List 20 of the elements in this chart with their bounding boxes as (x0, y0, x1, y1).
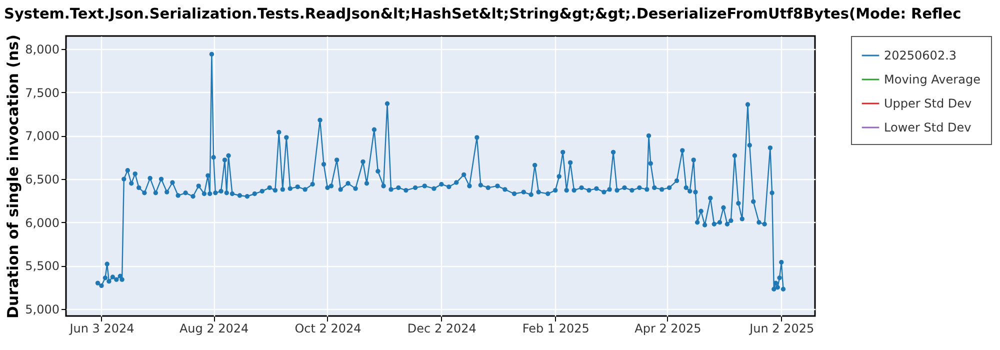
legend-label: Upper Std Dev (884, 96, 972, 110)
x-tick-label: Jun 2 2025 (748, 322, 814, 336)
x-tick-label: Apr 2 2025 (634, 322, 702, 336)
x-tick-label: Feb 1 2025 (522, 322, 590, 336)
y-tick-label: 8,000 (25, 42, 60, 57)
x-tick-label: Aug 2 2024 (179, 322, 249, 336)
legend-label: 20250602.3 (884, 48, 957, 62)
legend-label: Lower Std Dev (884, 120, 972, 134)
legend-label: Moving Average (884, 72, 980, 86)
y-tick-label: 5,500 (25, 259, 60, 274)
y-tick-label: 7,500 (25, 86, 60, 100)
x-tick-label: Dec 2 2024 (407, 322, 476, 336)
y-tick-label: 6,000 (25, 216, 60, 230)
chart-title: System.Text.Json.Serialization.Tests.ReadJson&lt;HashSet&lt;String&gt;&gt;.DeserializeFromUtf8Bytes(Mode: Reflec (4, 6, 962, 22)
y-tick-label: 5,000 (25, 302, 60, 317)
y-axis-title: Duration of single invocation (ns) (4, 34, 22, 318)
x-tick-label: Jun 3 2024 (68, 322, 134, 336)
y-tick-label: 7,000 (25, 129, 60, 144)
x-tick-label: Oct 2 2024 (294, 322, 362, 336)
y-tick-label: 6,500 (25, 172, 60, 187)
